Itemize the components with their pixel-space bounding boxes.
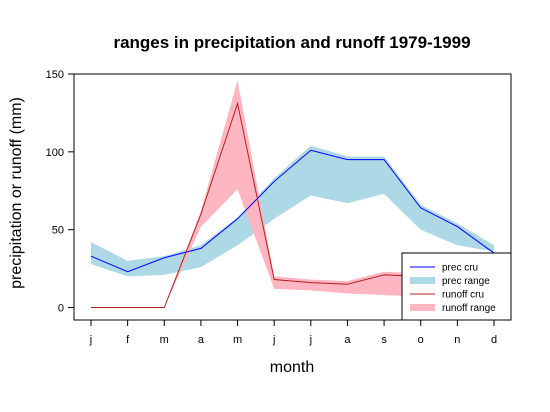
x-tick-label: n bbox=[454, 334, 460, 346]
x-tick-label: j bbox=[89, 334, 92, 346]
x-tick-label: s bbox=[381, 334, 387, 346]
x-tick-label: f bbox=[126, 334, 130, 346]
legend-label-runoff-cru: runoff cru bbox=[442, 290, 484, 301]
x-tick-label: a bbox=[198, 334, 205, 346]
prec-range-band bbox=[91, 145, 494, 277]
axes: 0 50 100 150 j f m a m j j a s o n d bbox=[46, 69, 512, 346]
x-tick-label: a bbox=[344, 334, 351, 346]
plot-frame bbox=[73, 73, 512, 321]
x-tick-label: m bbox=[233, 334, 242, 346]
y-tick-label: 100 bbox=[46, 147, 64, 159]
prec-cru-line bbox=[90, 149, 495, 273]
y-axis-title: precipitation or runoff (mm) bbox=[8, 97, 25, 289]
x-tick-label: m bbox=[160, 334, 169, 346]
x-tick-label: j bbox=[272, 334, 275, 346]
y-tick-label: 50 bbox=[52, 225, 64, 237]
chart-title: ranges in precipitation and runoff 1979-… bbox=[113, 33, 470, 52]
legend-label-prec-range: prec range bbox=[442, 276, 490, 287]
x-axis-title: month bbox=[270, 359, 314, 376]
y-tick-label: 150 bbox=[46, 69, 64, 81]
legend: prec cru prec range runoff cru runoff range bbox=[401, 252, 512, 321]
legend-label-runoff-range: runoff range bbox=[442, 303, 496, 314]
x-tick-label: d bbox=[491, 334, 497, 346]
x-tick-label: j bbox=[309, 334, 312, 346]
x-tick-label: o bbox=[418, 334, 424, 346]
legend-label-prec-cru: prec cru bbox=[442, 263, 478, 274]
y-tick-label: 0 bbox=[58, 303, 64, 315]
